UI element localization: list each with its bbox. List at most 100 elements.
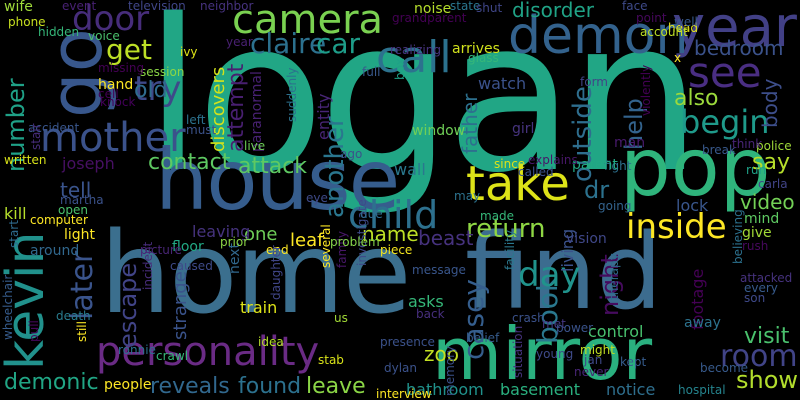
word: basement bbox=[500, 380, 580, 399]
word: hospital bbox=[678, 383, 726, 397]
word: around bbox=[30, 243, 80, 259]
word: call bbox=[376, 32, 452, 83]
word: prior bbox=[220, 235, 249, 249]
word: back bbox=[416, 307, 445, 321]
word: stair bbox=[29, 123, 43, 150]
word: wife bbox=[4, 0, 33, 15]
word: account bbox=[640, 25, 688, 39]
word: man bbox=[614, 135, 646, 151]
word: discovers bbox=[208, 66, 229, 152]
word: believing bbox=[731, 209, 745, 264]
word: body bbox=[758, 78, 782, 128]
word: old bbox=[134, 78, 168, 103]
word: called bbox=[518, 165, 554, 179]
word: think bbox=[732, 137, 763, 151]
word: personality bbox=[96, 329, 320, 375]
word: leave bbox=[306, 374, 366, 399]
word: parent bbox=[572, 157, 618, 173]
word: demonic bbox=[4, 370, 99, 395]
word: beast bbox=[418, 226, 474, 250]
word: explains bbox=[528, 153, 578, 167]
word: people bbox=[104, 377, 152, 393]
word: memory bbox=[443, 345, 457, 396]
word: wall bbox=[394, 160, 426, 179]
word: say bbox=[752, 150, 790, 175]
word: going bbox=[598, 199, 632, 213]
word: camera bbox=[232, 0, 384, 43]
word: session bbox=[140, 65, 185, 79]
word: see bbox=[688, 48, 762, 97]
word: jan bbox=[584, 353, 603, 367]
word: reveals bbox=[150, 374, 230, 399]
word: day bbox=[518, 255, 581, 295]
word: leaving bbox=[192, 222, 251, 241]
word: year bbox=[226, 35, 253, 49]
word: dr bbox=[584, 176, 610, 204]
word: phone bbox=[8, 15, 46, 29]
word: daughter bbox=[269, 245, 283, 300]
word: inside bbox=[626, 207, 727, 247]
word: contact bbox=[148, 150, 231, 175]
word: kill bbox=[4, 204, 27, 223]
word: show bbox=[736, 366, 799, 394]
word: bedroom bbox=[694, 36, 784, 60]
word: since bbox=[494, 157, 526, 171]
word: situation bbox=[511, 325, 525, 378]
word: crash bbox=[512, 311, 545, 325]
word: bathroom bbox=[406, 380, 484, 399]
word: young bbox=[536, 347, 574, 361]
word: point bbox=[636, 11, 667, 25]
word: run bbox=[746, 163, 767, 177]
word: idea bbox=[258, 335, 284, 349]
word: form bbox=[580, 75, 608, 89]
word: might bbox=[580, 343, 615, 357]
word: open bbox=[58, 203, 88, 217]
word: well bbox=[674, 15, 698, 29]
word: arrives bbox=[452, 41, 500, 57]
word: face bbox=[622, 0, 648, 13]
word: realizing bbox=[390, 43, 441, 57]
word: cell bbox=[98, 87, 119, 101]
word: attacked bbox=[740, 271, 793, 285]
word: every bbox=[744, 281, 778, 295]
word: live bbox=[244, 139, 266, 153]
word: police bbox=[756, 139, 792, 153]
word: written bbox=[4, 153, 47, 167]
word: claire bbox=[250, 27, 327, 60]
word: room bbox=[720, 339, 798, 374]
word: break bbox=[702, 143, 736, 157]
word: martha bbox=[60, 193, 104, 207]
word: stab bbox=[318, 353, 344, 367]
word: dylan bbox=[384, 361, 418, 375]
word: girl bbox=[512, 121, 535, 137]
word: escape bbox=[114, 262, 142, 348]
word: us bbox=[334, 311, 348, 325]
word: attack bbox=[238, 154, 308, 179]
word: train bbox=[240, 298, 278, 317]
word: child bbox=[348, 193, 439, 237]
word: due bbox=[360, 207, 383, 221]
word: glass bbox=[468, 51, 499, 65]
word: car bbox=[316, 27, 361, 60]
word: violently bbox=[639, 64, 653, 116]
word: left bbox=[186, 113, 206, 127]
word: accident bbox=[28, 121, 80, 135]
word: state bbox=[450, 0, 481, 13]
word: crawl bbox=[156, 349, 189, 363]
word: logan bbox=[144, 0, 702, 219]
word: house bbox=[155, 131, 400, 229]
word: box bbox=[393, 58, 407, 80]
word: give bbox=[742, 225, 772, 241]
word: casey bbox=[457, 279, 490, 360]
word: fight bbox=[604, 159, 632, 173]
word: take bbox=[466, 156, 570, 212]
word: zoo bbox=[424, 342, 459, 366]
word: become bbox=[700, 361, 749, 375]
word: knock bbox=[100, 95, 136, 109]
word: tell bbox=[60, 178, 92, 202]
word: facility bbox=[503, 230, 517, 270]
word: asks bbox=[408, 292, 444, 311]
word: problem bbox=[330, 235, 380, 249]
word: disorder bbox=[512, 0, 595, 22]
word: grandparent bbox=[392, 11, 467, 25]
